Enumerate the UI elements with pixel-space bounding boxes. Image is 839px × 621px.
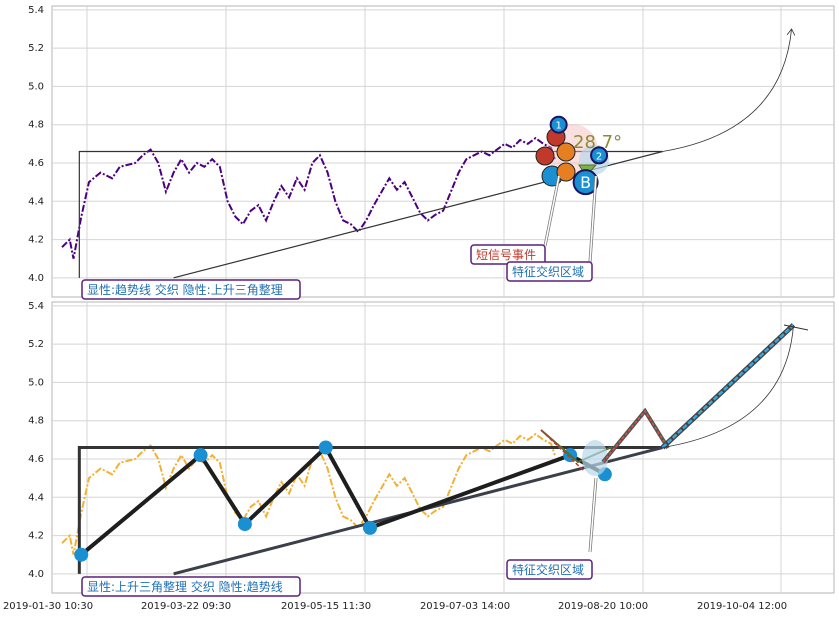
- zigzag-point: [363, 520, 377, 535]
- zone-pointer-inner: [589, 175, 597, 263]
- y-tick-label: 4.6: [28, 158, 44, 169]
- zigzag-point: [74, 547, 89, 562]
- y-tick-label: 4.4: [28, 196, 44, 207]
- y-tick-label: 4.2: [28, 235, 44, 246]
- top-breakout-arrow: [662, 29, 792, 152]
- marker-label: 2: [596, 151, 602, 162]
- top-signal-cluster: 28.7° 1 2B: [535, 115, 622, 196]
- bottom-breakout-arrow: [662, 324, 794, 448]
- y-tick-label: 4.0: [28, 569, 44, 580]
- bottom-y-ticks: 4.0 4.2 4.4 4.6 4.8 5.0 5.2 5.4: [28, 301, 44, 580]
- top-pattern-box: [81, 279, 301, 300]
- signal-dot: [556, 142, 576, 162]
- bottom-zone-box: [506, 559, 593, 580]
- zigzag-point: [318, 440, 333, 455]
- y-tick-label: 5.0: [28, 377, 44, 388]
- marker-circle: [590, 146, 609, 165]
- top-y-ticks: 4.0 4.2 4.4 4.6 4.8 5.0 5.2 5.4: [28, 5, 44, 284]
- signal-dot: [535, 146, 555, 166]
- top-pattern-label: 显性:趋势线 交织 隐性:上升三角整理: [87, 282, 283, 297]
- top-zone-label: 特征交织区域: [512, 264, 584, 279]
- short-signal-label: 短信号事件: [476, 248, 536, 262]
- y-tick-label: 4.2: [28, 531, 44, 542]
- marker-circle: [572, 169, 599, 196]
- bottom-zone-halo: [582, 440, 608, 476]
- marker-label: B: [580, 173, 591, 192]
- bottom-zone-label: 特征交织区域: [512, 562, 584, 577]
- y-tick-label: 4.4: [28, 492, 44, 503]
- marker-label: 1: [555, 121, 561, 132]
- x-axis-ticks: 2019-01-30 10:30 2019-03-22 09:30 2019-05-…: [3, 601, 787, 612]
- bottom-red-wedge: [540, 429, 584, 471]
- y-tick-label: 4.6: [28, 454, 44, 465]
- top-price-line: [61, 136, 556, 259]
- bottom-target-tick: [783, 324, 809, 331]
- x-tick-label: 2019-08-20 10:00: [558, 601, 648, 612]
- x-tick-label: 2019-07-03 14:00: [420, 601, 510, 612]
- y-tick-label: 4.0: [28, 273, 44, 284]
- bottom-zone-pointer-inner: [589, 477, 597, 553]
- x-tick-label: 2019-03-22 09:30: [141, 601, 231, 612]
- top-resistance-line: [78, 150, 663, 278]
- bottom-projection-line: [661, 324, 795, 449]
- x-tick-label: 2019-01-30 10:30: [3, 601, 93, 612]
- y-tick-label: 5.2: [28, 339, 44, 350]
- signal-dot: [556, 162, 576, 182]
- y-tick-label: 5.4: [28, 301, 44, 312]
- x-tick-label: 2019-10-04 12:00: [697, 601, 787, 612]
- top-zone-box: [506, 261, 593, 282]
- marker-circle: [549, 115, 568, 134]
- bottom-pattern-box: [81, 576, 301, 597]
- zigzag-point: [193, 448, 208, 463]
- y-tick-label: 4.8: [28, 416, 44, 427]
- bottom-hump-line: [602, 409, 669, 463]
- top-markers: 1 2B: [549, 115, 609, 196]
- zigzag-point: [237, 517, 252, 532]
- bottom-resistance-line: [77, 446, 663, 574]
- y-tick-label: 5.2: [28, 43, 44, 54]
- bottom-pattern-label: 显性:上升三角整理 交织 隐性:趋势线: [87, 579, 283, 594]
- angle-label: 28.7°: [573, 132, 622, 153]
- signal-pointer-inner: [544, 175, 560, 247]
- y-tick-label: 4.8: [28, 120, 44, 131]
- y-tick-label: 5.4: [28, 5, 44, 16]
- y-tick-label: 5.0: [28, 81, 44, 92]
- x-tick-label: 2019-05-15 11:30: [281, 601, 371, 612]
